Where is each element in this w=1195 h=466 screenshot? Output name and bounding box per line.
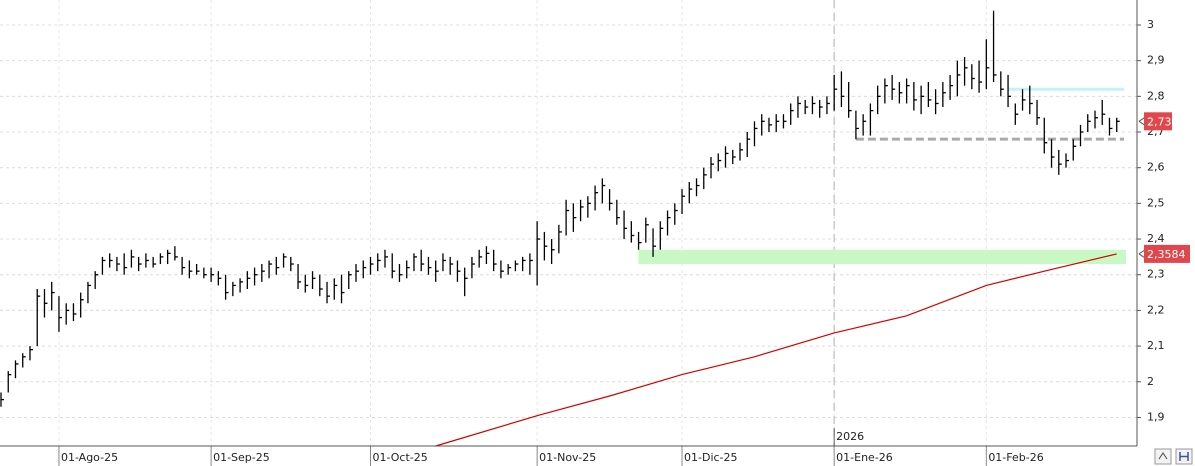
x-tick-label: 01-Oct-25 xyxy=(372,451,427,464)
x-tick-label: 01-Ago-25 xyxy=(61,451,118,464)
icon xyxy=(1158,452,1168,460)
y-tick-label: 1,9 xyxy=(1147,410,1165,423)
y-tick-label: 2,9 xyxy=(1147,54,1165,67)
x-tick-label: 01-Sep-25 xyxy=(213,451,270,464)
y-tick-label: 2 xyxy=(1147,375,1154,388)
year-label: 2026 xyxy=(836,430,864,443)
y-tick-label: 2,3 xyxy=(1147,268,1165,281)
x-tick-label: 01-Ene-26 xyxy=(836,451,893,464)
price-tag: 2,73 xyxy=(1138,112,1172,131)
y-tick-label: 3 xyxy=(1147,18,1154,31)
price-tag: 2,3584 xyxy=(1138,244,1190,263)
moving-average xyxy=(435,253,1117,447)
support-zone xyxy=(638,249,1126,265)
tag-box xyxy=(1144,112,1172,131)
y-tick-label: 2,6 xyxy=(1147,161,1165,174)
x-tick-label: 01-Dic-25 xyxy=(684,451,738,464)
y-tick-label: 2,8 xyxy=(1147,89,1165,102)
y-tick-label: 2,1 xyxy=(1147,339,1165,352)
y-tick-label: 2,4 xyxy=(1147,232,1165,245)
tag-label: 2,3584 xyxy=(1147,248,1186,261)
x-tick-label: 01-Nov-25 xyxy=(539,451,596,464)
x-tick-label: 01-Feb-26 xyxy=(988,451,1043,464)
scroll-buttons[interactable] xyxy=(1154,448,1193,465)
y-tick-label: 2,5 xyxy=(1147,196,1165,209)
tag-box xyxy=(1144,244,1190,263)
tag-label: 2,73 xyxy=(1147,115,1172,128)
scroll-left[interactable] xyxy=(1154,448,1172,465)
y-tick-label: 2,2 xyxy=(1147,303,1165,316)
icon xyxy=(1179,452,1189,461)
